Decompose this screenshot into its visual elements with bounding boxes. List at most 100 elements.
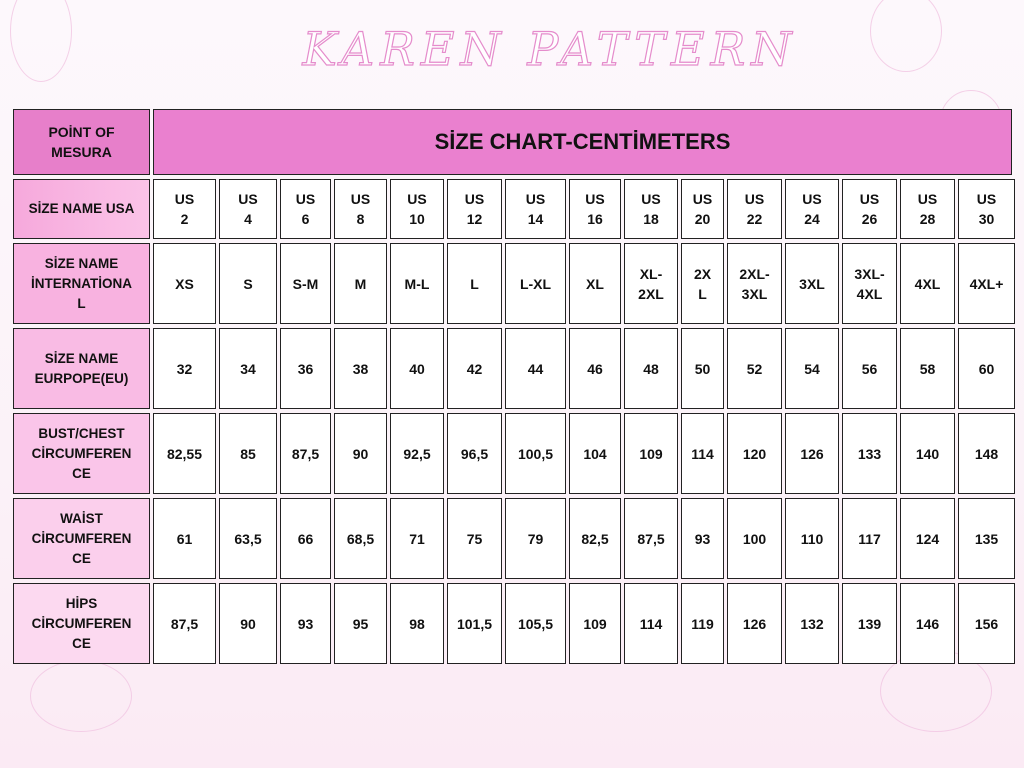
size-table: SİZE NAME USA US 2 US 4 US 6 US 8 US 10 US 12 U… <box>13 179 1015 664</box>
table-cell: 75 <box>447 498 502 579</box>
table-cell: M <box>334 243 387 324</box>
row-label: WAİST CİRCUMFEREN CE <box>13 498 150 579</box>
table-cell: 82,55 <box>153 413 216 494</box>
table-cell: 82,5 <box>569 498 621 579</box>
table-cell: 90 <box>334 413 387 494</box>
table-cell: 60 <box>958 328 1015 409</box>
decorative-swirl <box>30 660 132 732</box>
table-cell: 93 <box>681 498 724 579</box>
table-cell: US 28 <box>900 179 955 239</box>
table-cell: 117 <box>842 498 897 579</box>
table-cell: 2XL- 3XL <box>727 243 782 324</box>
table-cell: 85 <box>219 413 277 494</box>
table-cell: 50 <box>681 328 724 409</box>
table-cell: US 18 <box>624 179 678 239</box>
table-cell: 140 <box>900 413 955 494</box>
row-label: SİZE NAME İNTERNATİONA L <box>13 243 150 324</box>
table-cell: 79 <box>505 498 566 579</box>
table-cell: 34 <box>219 328 277 409</box>
table-cell: 90 <box>219 583 277 664</box>
table-cell: 4XL+ <box>958 243 1015 324</box>
row-label: BUST/CHEST CİRCUMFEREN CE <box>13 413 150 494</box>
table-cell: 146 <box>900 583 955 664</box>
table-cell: 87,5 <box>624 498 678 579</box>
table-cell: 98 <box>390 583 444 664</box>
table-cell: US 10 <box>390 179 444 239</box>
table-cell: 56 <box>842 328 897 409</box>
table-cell: 139 <box>842 583 897 664</box>
table-cell: 42 <box>447 328 502 409</box>
table-cell: US 2 <box>153 179 216 239</box>
table-cell: S-M <box>280 243 331 324</box>
table-cell: 46 <box>569 328 621 409</box>
table-cell: 95 <box>334 583 387 664</box>
brand-logo: KAREN PATTERN <box>302 21 798 76</box>
table-cell: US 4 <box>219 179 277 239</box>
table-cell: 3XL <box>785 243 839 324</box>
table-cell: US 8 <box>334 179 387 239</box>
table-cell: XS <box>153 243 216 324</box>
table-cell: 120 <box>727 413 782 494</box>
table-header: POİNT OF MESURA SİZE CHART-CENTİMETERS <box>13 109 1012 175</box>
table-cell: S <box>219 243 277 324</box>
table-cell: 32 <box>153 328 216 409</box>
table-cell: 114 <box>624 583 678 664</box>
table-cell: 38 <box>334 328 387 409</box>
table-cell: US 16 <box>569 179 621 239</box>
table-cell: 54 <box>785 328 839 409</box>
table-cell: 101,5 <box>447 583 502 664</box>
table-cell: 96,5 <box>447 413 502 494</box>
table-cell: 124 <box>900 498 955 579</box>
table-cell: 156 <box>958 583 1015 664</box>
table-cell: 93 <box>280 583 331 664</box>
table-cell: 126 <box>727 583 782 664</box>
table-cell: US 22 <box>727 179 782 239</box>
table-cell: 109 <box>624 413 678 494</box>
table-cell: US 26 <box>842 179 897 239</box>
table-cell: XL <box>569 243 621 324</box>
table-cell: 110 <box>785 498 839 579</box>
table-cell: 105,5 <box>505 583 566 664</box>
table-cell: L <box>447 243 502 324</box>
table-cell: 36 <box>280 328 331 409</box>
table-cell: US 12 <box>447 179 502 239</box>
table-cell: US 14 <box>505 179 566 239</box>
table-cell: 48 <box>624 328 678 409</box>
table-cell: 52 <box>727 328 782 409</box>
table-cell: 133 <box>842 413 897 494</box>
table-cell: 2X L <box>681 243 724 324</box>
table-cell: XL- 2XL <box>624 243 678 324</box>
table-cell: 3XL- 4XL <box>842 243 897 324</box>
table-cell: 132 <box>785 583 839 664</box>
table-cell: 100,5 <box>505 413 566 494</box>
decorative-swirl <box>10 0 72 82</box>
table-cell: 92,5 <box>390 413 444 494</box>
table-cell: 119 <box>681 583 724 664</box>
row-label: SİZE NAME USA <box>13 179 150 239</box>
table-cell: M-L <box>390 243 444 324</box>
row-label: SİZE NAME EURPOPE(EU) <box>13 328 150 409</box>
table-cell: 114 <box>681 413 724 494</box>
table-cell: 4XL <box>900 243 955 324</box>
table-cell: 68,5 <box>334 498 387 579</box>
table-cell: 87,5 <box>280 413 331 494</box>
table-cell: 66 <box>280 498 331 579</box>
table-cell: US 6 <box>280 179 331 239</box>
table-cell: 61 <box>153 498 216 579</box>
table-cell: 100 <box>727 498 782 579</box>
chart-title: SİZE CHART-CENTİMETERS <box>153 109 1012 175</box>
table-cell: 126 <box>785 413 839 494</box>
table-cell: US 24 <box>785 179 839 239</box>
table-cell: 63,5 <box>219 498 277 579</box>
table-cell: 135 <box>958 498 1015 579</box>
table-cell: L-XL <box>505 243 566 324</box>
header-label: POİNT OF MESURA <box>13 109 150 175</box>
table-cell: 71 <box>390 498 444 579</box>
table-cell: US 30 <box>958 179 1015 239</box>
table-cell: 44 <box>505 328 566 409</box>
table-cell: 40 <box>390 328 444 409</box>
row-label: HİPS CİRCUMFEREN CE <box>13 583 150 664</box>
table-cell: 58 <box>900 328 955 409</box>
table-cell: 87,5 <box>153 583 216 664</box>
table-cell: 109 <box>569 583 621 664</box>
